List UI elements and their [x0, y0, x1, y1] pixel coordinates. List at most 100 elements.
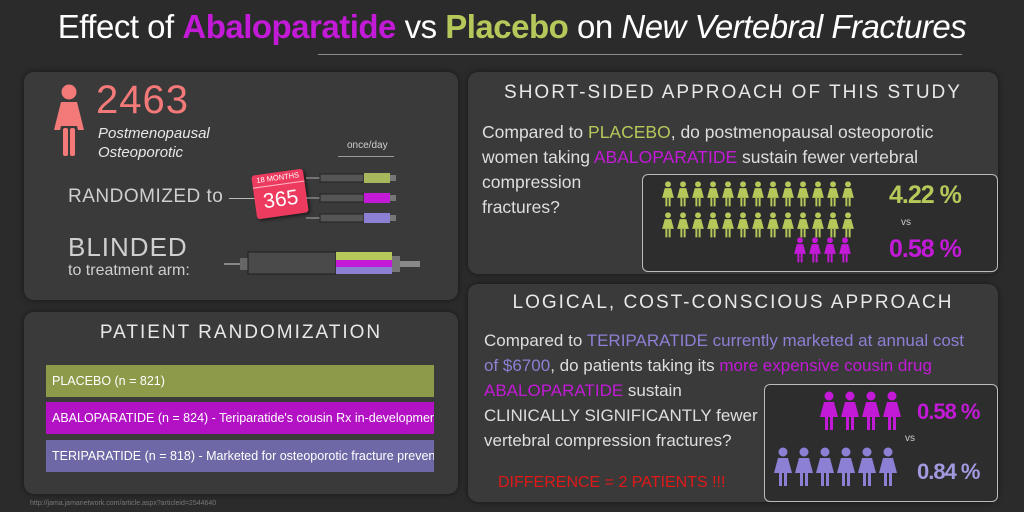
woman-icon	[707, 181, 719, 207]
question-placebo: PLACEBO	[588, 122, 671, 142]
question-line: CLINICALLY SIGNIFICANTLY fewer	[484, 406, 758, 425]
woman-icon	[692, 181, 704, 207]
question-cost: of $6700	[484, 356, 551, 375]
woman-icon	[839, 237, 851, 263]
syringe-icon	[224, 251, 420, 275]
population-line: Postmenopausal	[98, 125, 210, 142]
woman-icon	[752, 212, 764, 238]
title-placebo: Placebo	[445, 8, 569, 45]
title-drug: Abaloparatide	[182, 8, 396, 45]
population-line: Osteoporotic	[98, 144, 184, 161]
cost-conscious-panel: LOGICAL, COST-CONSCIOUS APPROACH Compare…	[468, 284, 998, 502]
calendar-icon: 18 MONTHS 365	[251, 168, 309, 220]
title-outcome: New Vertebral Fractures	[621, 8, 967, 45]
woman-icon	[812, 181, 824, 207]
question-abaloparatide: ABALOPARATIDE	[593, 147, 738, 167]
woman-icon	[737, 212, 749, 238]
woman-icon	[767, 212, 779, 238]
study-design-panel: 2463 Postmenopausal Osteoporotic RANDOMI…	[24, 72, 458, 300]
title-text: Effect of	[57, 8, 183, 45]
placebo-icon-grid	[661, 181, 871, 243]
question-line: Compared to TERIPARATIDE currently marke…	[484, 328, 964, 353]
question-line: Compared to PLACEBO, do postmenopausal o…	[482, 120, 933, 145]
comparison-box-placebo: 4.22 % vs 0.58 %	[642, 174, 998, 272]
connector-line	[229, 198, 259, 199]
woman-icon	[662, 181, 674, 207]
question-line: vertebral compression fractures?	[484, 431, 732, 450]
teriparatide-icon-row	[773, 447, 899, 492]
abaloparatide-percent: 0.58 %	[917, 399, 980, 424]
abaloparatide-icon-row	[819, 391, 903, 436]
woman-icon	[752, 181, 764, 207]
three-syringes-icon	[306, 173, 396, 223]
woman-icon	[883, 391, 901, 430]
question-teriparatide: TERIPARATIDE currently marketed at annua…	[586, 331, 964, 350]
woman-icon	[737, 181, 749, 207]
woman-icon	[858, 447, 876, 486]
comparison-box-teriparatide: 0.58 % vs 0.84 %	[764, 384, 998, 502]
page-title: Effect of Abaloparatide vs Placebo on Ne…	[0, 8, 1024, 46]
arm-bar-placebo: PLACEBO (n = 821)	[46, 365, 434, 397]
question-cousin: more expensive cousin drug	[719, 356, 932, 375]
woman-icon	[677, 212, 689, 238]
woman-icon	[795, 447, 813, 486]
question-text: Compared to	[482, 122, 589, 142]
question-line: women taking ABALOPARATIDE sustain fewer…	[482, 145, 933, 170]
woman-icon	[827, 212, 839, 238]
calendar-days: 365	[261, 185, 300, 214]
woman-icon	[794, 237, 806, 263]
woman-icon	[767, 181, 779, 207]
woman-icon	[722, 212, 734, 238]
question-text: sustain	[623, 381, 682, 400]
randomization-heading: PATIENT RANDOMIZATION	[99, 322, 383, 343]
woman-icon	[820, 391, 838, 430]
dose-frequency: once/day	[347, 140, 388, 151]
question-text: , do postmenopausal osteoporotic	[670, 122, 934, 142]
placebo-percent: 4.22 %	[889, 181, 962, 209]
woman-icon	[879, 447, 897, 486]
woman-icon	[842, 181, 854, 207]
arm-label: TERIPARATIDE (n = 818) - Marketed for os…	[52, 449, 434, 463]
question-text: sustain fewer vertebral	[737, 147, 919, 167]
abaloparatide-percent: 0.58 %	[889, 235, 962, 263]
woman-icon	[677, 181, 689, 207]
woman-icon	[782, 181, 794, 207]
question-text: women taking	[482, 147, 594, 167]
woman-icon	[707, 212, 719, 238]
question-abaloparatide: ABALOPARATIDE	[484, 381, 624, 400]
question-line: ABALOPARATIDE sustain	[484, 378, 964, 403]
blinded-label: BLINDED	[68, 232, 188, 262]
woman-icon	[842, 212, 854, 238]
arm-bar-teriparatide: TERIPARATIDE (n = 818) - Marketed for os…	[46, 440, 434, 472]
woman-icon	[862, 391, 880, 430]
title-text: on	[568, 8, 622, 45]
title-text: vs	[395, 8, 446, 45]
question-text: , do patients taking its	[550, 356, 720, 375]
woman-icon	[722, 181, 734, 207]
woman-icon	[797, 181, 809, 207]
vs-label: vs	[905, 433, 915, 444]
source-url: http://jama.jamanetwork.com/article.aspx…	[30, 500, 217, 507]
question-line: of $6700, do patients taking its more ex…	[484, 353, 964, 378]
woman-icon	[841, 391, 859, 430]
woman-icon	[782, 212, 794, 238]
dose-underline	[338, 156, 394, 157]
cost-question: Compared to TERIPARATIDE currently marke…	[484, 328, 964, 453]
woman-icon	[662, 212, 674, 238]
woman-icon	[797, 212, 809, 238]
arm-label: ABALOPARATIDE (n = 824) - Teriparatide's…	[52, 411, 434, 425]
woman-icon	[812, 212, 824, 238]
short-sided-question: Compared to PLACEBO, do postmenopausal o…	[482, 120, 933, 220]
short-sided-heading: SHORT-SIDED APPROACH OF THIS STUDY	[504, 82, 962, 103]
cost-conscious-heading: LOGICAL, COST-CONSCIOUS APPROACH	[512, 292, 954, 313]
randomized-label: RANDOMIZED to	[68, 186, 224, 207]
teriparatide-percent: 0.84 %	[917, 459, 980, 484]
vs-label: vs	[901, 217, 911, 228]
difference-callout: DIFFERENCE = 2 PATIENTS !!!	[498, 474, 726, 491]
woman-icon	[774, 447, 792, 486]
population-label: Postmenopausal Osteoporotic	[98, 124, 210, 162]
abaloparatide-icon-row	[793, 237, 853, 268]
woman-icon	[824, 237, 836, 263]
blinded-sub: to treatment arm:	[68, 262, 190, 279]
woman-icon	[809, 237, 821, 263]
